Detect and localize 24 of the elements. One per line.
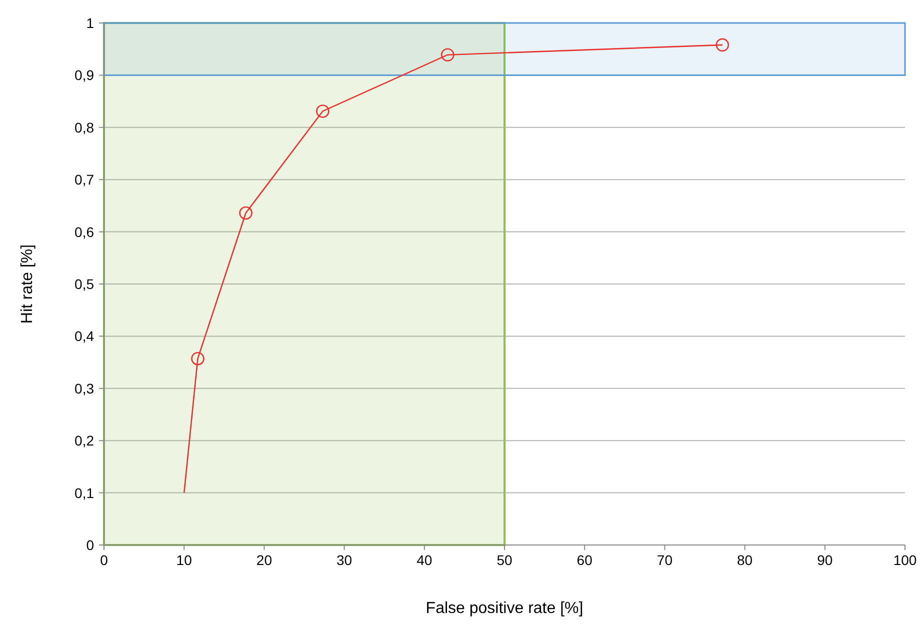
y-tick-label: 0: [86, 537, 94, 553]
x-tick-label: 20: [256, 552, 272, 568]
y-tick-label: 1: [86, 15, 94, 31]
y-tick-label: 0,9: [74, 67, 94, 84]
y-tick-label: 0,2: [74, 432, 94, 449]
x-tick-label: 50: [496, 552, 512, 568]
x-tick-label: 90: [817, 552, 833, 568]
x-tick-label: 70: [656, 552, 673, 568]
y-tick-label: 0,1: [74, 484, 94, 501]
x-tick-label: 80: [737, 552, 753, 568]
y-tick-label: 0,3: [74, 380, 94, 396]
y-tick-label: 0,5: [74, 276, 94, 292]
x-tick-label: 60: [576, 552, 593, 568]
x-axis-title: False positive rate [%]: [426, 600, 584, 617]
x-tick-label: 40: [416, 552, 432, 568]
y-tick-label: 0,8: [74, 119, 94, 136]
y-tick-label: 0,4: [74, 328, 94, 344]
y-tick-label: 0,6: [74, 224, 94, 240]
x-tick-label: 10: [176, 552, 192, 568]
y-axis-title: Hit rate [%]: [19, 244, 36, 324]
x-tick-label: 0: [100, 552, 108, 568]
x-tick-label: 30: [336, 552, 352, 568]
x-tick-label: 100: [893, 552, 917, 568]
y-tick-label: 0,7: [74, 172, 94, 188]
